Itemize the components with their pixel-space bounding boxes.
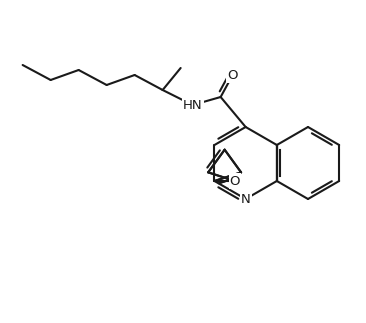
- Text: HN: HN: [183, 99, 202, 111]
- Text: O: O: [227, 68, 238, 81]
- Text: N: N: [241, 193, 250, 205]
- Text: O: O: [229, 174, 240, 187]
